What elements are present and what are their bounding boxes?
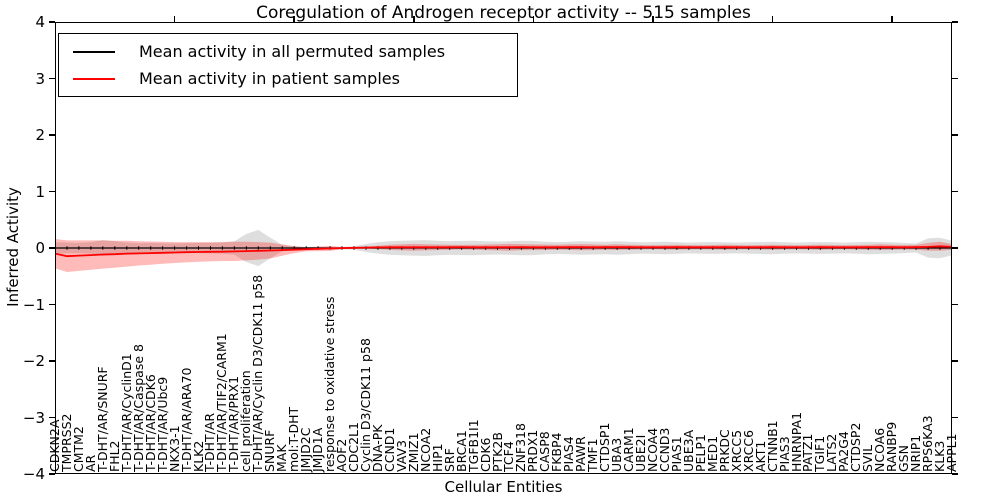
x-tick-mark — [413, 16, 415, 22]
x-tick-label: APPL1 — [944, 433, 959, 472]
x-tick-mark — [652, 16, 654, 22]
y-tick-label: −1 — [22, 295, 45, 314]
x-tick-mark — [532, 16, 535, 22]
y-tick-mark — [49, 473, 55, 475]
legend-entry-permuted: Mean activity in all permuted samples — [73, 42, 517, 61]
y-tick-mark — [952, 247, 958, 249]
y-tick-mark — [49, 77, 55, 80]
x-tick-mark — [293, 16, 295, 22]
axes-frame — [55, 22, 952, 474]
y-tick-mark — [49, 303, 55, 306]
y-tick-mark — [49, 190, 55, 193]
plot-area — [55, 229, 952, 272]
patient-line-sample — [73, 77, 115, 80]
legend: Mean activity in all permuted samples Me… — [58, 33, 518, 97]
mean-line-patient — [55, 245, 952, 258]
y-tick-mark — [952, 77, 958, 80]
y-tick-mark — [952, 134, 958, 136]
y-tick-mark — [49, 360, 55, 362]
y-tick-mark — [952, 303, 958, 306]
y-tick-mark — [952, 21, 958, 23]
legend-label: Mean activity in all permuted samples — [139, 42, 446, 61]
x-tick-mark — [891, 16, 893, 22]
x-tick-mark — [771, 16, 774, 22]
permuted-line-sample — [73, 50, 115, 53]
chart-title: Coregulation of Androgen receptor activi… — [256, 3, 751, 23]
y-tick-label: 3 — [35, 69, 45, 88]
x-tick-mark — [173, 16, 176, 22]
y-tick-label: −4 — [22, 465, 45, 483]
y-tick-mark — [952, 473, 958, 475]
y-tick-mark — [952, 416, 958, 419]
y-tick-label: −3 — [22, 408, 45, 427]
y-tick-label: 4 — [35, 13, 45, 31]
y-tick-mark — [49, 134, 55, 136]
y-tick-mark — [952, 190, 958, 193]
y-tick-mark — [49, 21, 55, 23]
legend-entry-patient: Mean activity in patient samples — [73, 69, 517, 88]
y-tick-mark — [49, 247, 55, 249]
y-tick-label: −2 — [22, 352, 45, 370]
legend-label: Mean activity in patient samples — [139, 69, 400, 88]
y-tick-mark — [49, 416, 55, 419]
x-axis-label: Cellular Entities — [444, 478, 563, 496]
y-tick-label: 0 — [35, 239, 45, 257]
y-tick-mark — [952, 360, 958, 362]
y-tick-label: 1 — [35, 182, 45, 201]
y-tick-label: 2 — [35, 126, 45, 144]
